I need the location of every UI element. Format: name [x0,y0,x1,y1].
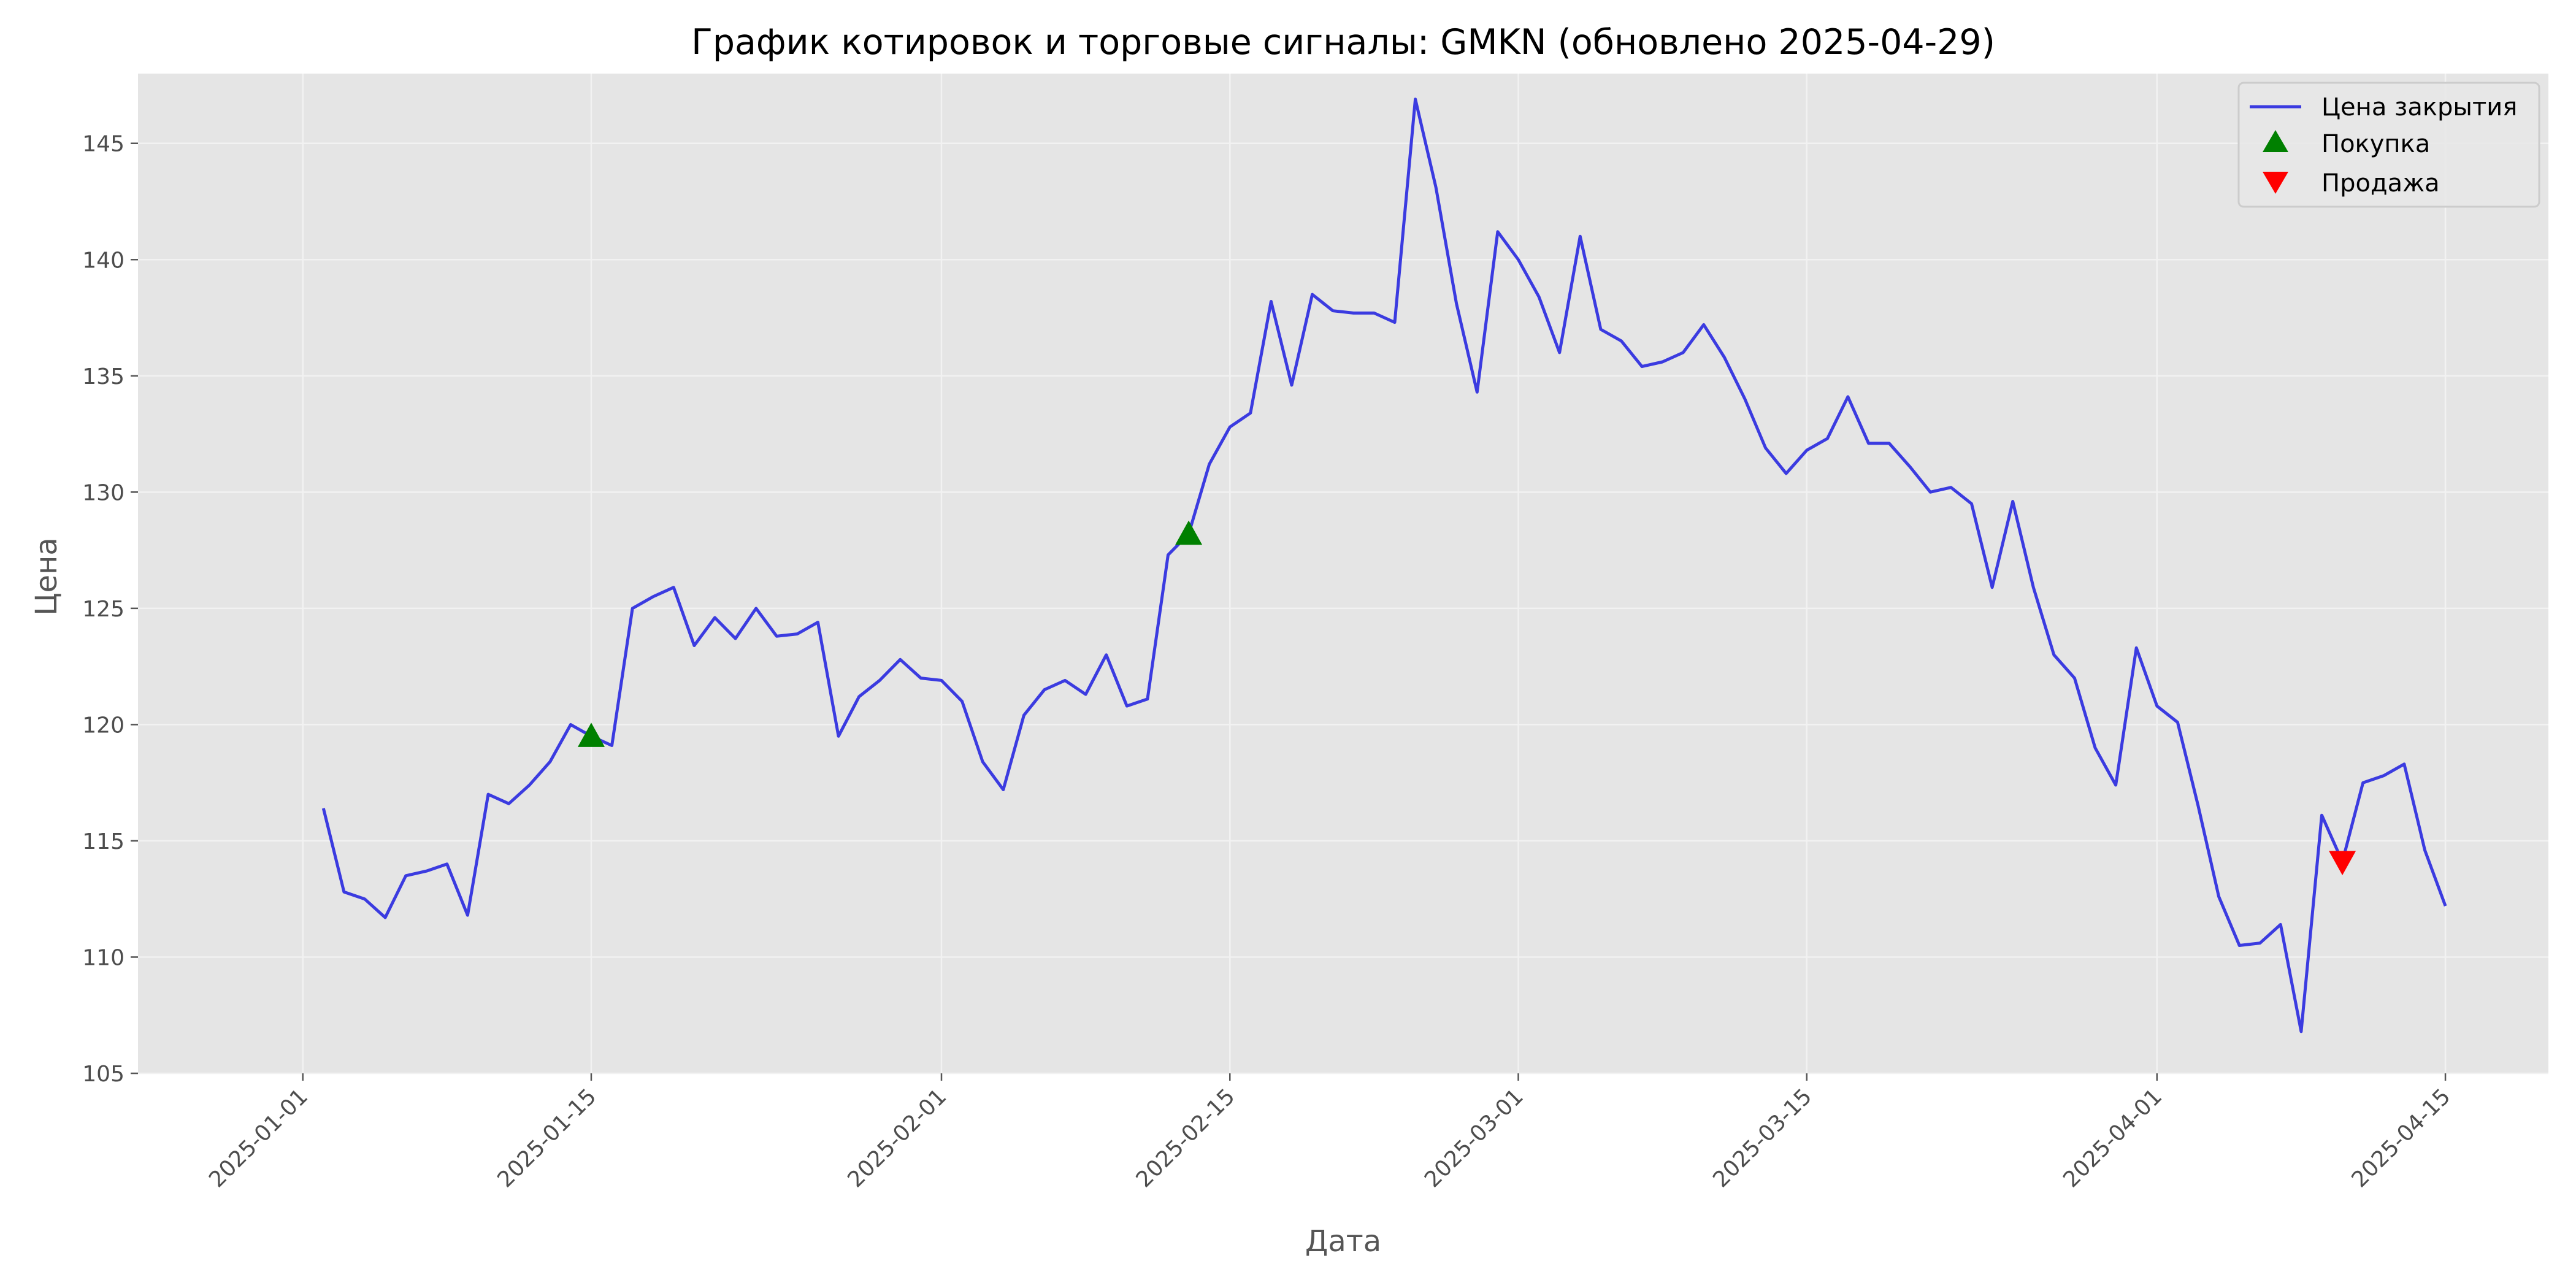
x-tick-label: 2025-01-01 [204,1084,313,1192]
legend: Цена закрытия Покупка Продажа [2237,82,2540,208]
y-tick-label: 120 [82,713,125,738]
buy-signal-marker [578,723,605,747]
y-tick-label: 125 [82,597,125,622]
grid-lines [138,74,2548,1075]
buy-signal-marker [1175,520,1203,545]
y-tick-label: 105 [82,1062,125,1087]
y-tick-label: 145 [82,132,125,157]
legend-sell-marker [2263,172,2288,194]
y-axis-ticks: 105 110 115 120 125 130 135 140 145 [82,132,138,1087]
x-tick-label: 2025-03-01 [1420,1084,1528,1192]
x-tick-label: 2025-04-15 [2347,1084,2455,1192]
legend-label-sell: Продажа [2321,169,2440,197]
sell-signal-marker [2329,851,2356,875]
y-axis-label: Цена [29,537,64,616]
x-tick-label: 2025-02-15 [1132,1084,1240,1192]
y-tick-label: 110 [82,945,125,970]
x-tick-label: 2025-02-01 [843,1084,951,1192]
x-axis-label: Дата [1305,1224,1381,1259]
y-tick-label: 130 [82,480,125,505]
plot-area [138,74,2548,1073]
x-tick-label: 2025-03-15 [1708,1084,1817,1192]
y-tick-label: 140 [82,248,125,273]
signal-markers [578,520,2356,875]
legend-buy-marker [2263,130,2288,152]
x-tick-label: 2025-04-01 [2058,1084,2167,1192]
x-tick-label: 2025-01-15 [493,1084,601,1192]
legend-label-close: Цена закрытия [2321,93,2517,121]
x-axis-ticks: 2025-01-01 2025-01-15 2025-02-01 2025-02-15… [204,1073,2455,1192]
y-tick-label: 135 [82,364,125,389]
chart-title: График котировок и торговые сигналы: GMK… [691,22,1995,63]
price-series-line [321,98,2447,1033]
legend-frame [2237,82,2540,208]
y-tick-label: 115 [82,829,125,854]
legend-label-buy: Покупка [2321,130,2430,158]
